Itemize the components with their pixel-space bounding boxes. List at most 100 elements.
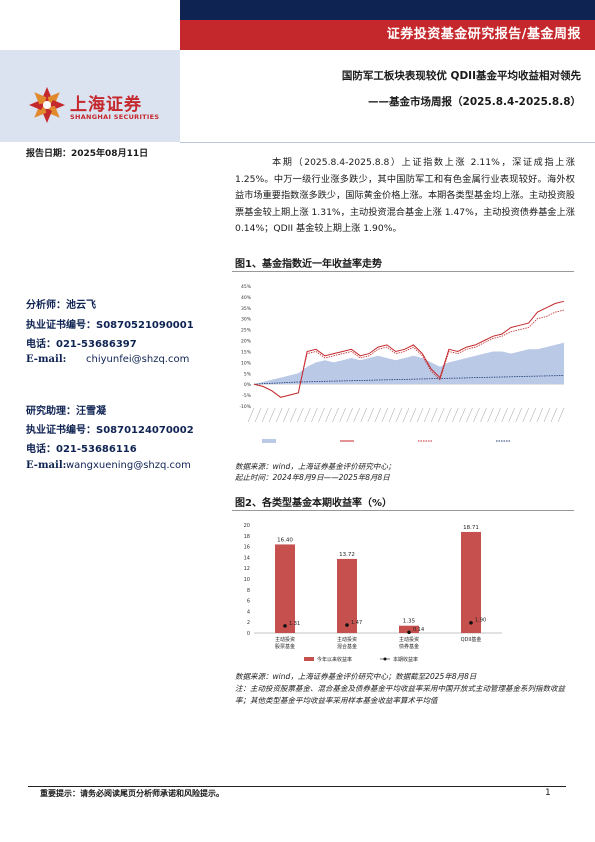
x-date-tick bbox=[275, 407, 283, 423]
x-date-tick bbox=[381, 407, 389, 423]
x-date-tick bbox=[325, 407, 332, 423]
figure2-divider bbox=[232, 510, 574, 511]
page-number: 1 bbox=[545, 788, 551, 798]
x-date-tick bbox=[543, 407, 551, 423]
y-tick-label: 25% bbox=[241, 328, 252, 334]
series-mixed-line bbox=[253, 309, 565, 398]
x-date-tick bbox=[283, 407, 290, 423]
footer-divider bbox=[28, 786, 566, 787]
point-weekly-return bbox=[469, 620, 473, 625]
summary-paragraph: 本期（2025.8.4-2025.8.8）上证指数上涨 2.11%，深证成指上涨… bbox=[235, 157, 575, 234]
category-label: 债券基金 bbox=[399, 643, 419, 650]
figure1-source: 数据来源：wind，上海证券基金评价研究中心； bbox=[235, 462, 396, 471]
report-main-title: 国防军工板块表现较优 QDII基金平均收益相对领先 bbox=[341, 70, 581, 82]
y-tick-label: 12 bbox=[244, 566, 250, 572]
figure1-divider bbox=[232, 271, 574, 272]
x-date-tick bbox=[480, 407, 487, 423]
y-tick-label: 0 bbox=[247, 631, 250, 637]
y-tick-label: 10% bbox=[241, 360, 252, 366]
x-date-tick bbox=[332, 407, 339, 423]
fund-index-line-chart: 45% 40% 35% 30% 25% 20% 15% 10% 5% 0% -5% -10% bbox=[239, 284, 565, 443]
x-date-tick bbox=[367, 407, 374, 423]
bar-ytd-return bbox=[399, 625, 419, 633]
analyst-2-cert: 执业证书编号：S0870124070002 bbox=[26, 425, 194, 436]
legend-swatch-weekly bbox=[383, 657, 387, 661]
point-weekly-return bbox=[407, 630, 411, 635]
y-tick-label: 14 bbox=[244, 555, 250, 561]
header-series-bar bbox=[180, 20, 595, 50]
legend-swatch bbox=[262, 439, 276, 443]
point-weekly-return bbox=[283, 624, 287, 628]
x-date-tick bbox=[494, 407, 501, 423]
point-value-label: 1.31 bbox=[289, 621, 300, 627]
x-date-tick bbox=[445, 407, 452, 423]
y-tick-label: 20% bbox=[241, 339, 252, 345]
y-tick-label: 45% bbox=[241, 284, 252, 290]
analyst-1-email[interactable]: chiyunfei@shzq.com bbox=[86, 354, 190, 365]
analyst-2-email[interactable]: wangxuening@shzq.com bbox=[66, 460, 191, 471]
point-value-label: 1.47 bbox=[351, 620, 362, 626]
x-date-tick bbox=[297, 407, 304, 423]
x-date-tick bbox=[374, 407, 382, 423]
x-date-tick bbox=[515, 407, 522, 423]
category-label: 主动投资 bbox=[275, 636, 295, 643]
analyst-2-email-label: E-mail: bbox=[26, 460, 67, 471]
legend-label-weekly: 本期收益率 bbox=[393, 656, 418, 663]
category-label: QDII基金 bbox=[461, 636, 482, 643]
x-date-tick bbox=[423, 407, 431, 423]
x-date-tick bbox=[254, 407, 262, 423]
y-tick-label: 18 bbox=[244, 534, 250, 540]
y-tick-label: 2 bbox=[247, 620, 250, 626]
y-tick-label: 4 bbox=[247, 609, 250, 615]
x-date-tick bbox=[346, 407, 353, 423]
figure2-source: 数据来源：wind，上海证券基金评价研究中心；数据截至2025年8月8日 bbox=[235, 672, 477, 681]
series-equity-line bbox=[253, 300, 565, 398]
report-sub-title: ——基金市场周报（2025.8.4-2025.8.8） bbox=[368, 96, 581, 108]
y-tick-label: 5% bbox=[244, 371, 252, 377]
y-tick-label: 40% bbox=[241, 295, 252, 301]
y-tick-label: 8 bbox=[247, 588, 250, 594]
analyst-1-cert: 执业证书编号：S0870521090001 bbox=[26, 320, 194, 331]
y-tick-label: 15% bbox=[241, 349, 252, 355]
y-tick-label: 10 bbox=[244, 577, 250, 583]
x-date-tick bbox=[438, 407, 445, 423]
footer-notice: 重要提示：请务必阅读尾页分析师承诺和风险提示。 bbox=[40, 789, 224, 798]
category-label: 股票基金 bbox=[275, 643, 295, 650]
y-tick-label: 6 bbox=[247, 599, 250, 605]
series-title: 证券投资基金研究报告/基金周报 bbox=[386, 27, 581, 42]
x-date-tick bbox=[487, 407, 494, 423]
bar-ytd-return bbox=[337, 558, 357, 633]
series-bond-line bbox=[253, 375, 565, 385]
figure1-title: 图1、基金指数近一年收益率走势 bbox=[235, 259, 382, 270]
x-date-tick bbox=[247, 407, 255, 423]
y-tick-label: -5% bbox=[242, 393, 251, 399]
x-date-tick bbox=[550, 407, 558, 423]
analyst-2-role: 研究助理：汪雪凝 bbox=[26, 406, 106, 417]
x-date-tick bbox=[360, 407, 367, 423]
x-date-tick bbox=[501, 407, 508, 423]
x-date-tick bbox=[409, 407, 417, 423]
logo-name-en: SHANGHAI SECURITIES bbox=[70, 113, 160, 121]
analyst-1-phone: 电话：021-53686397 bbox=[26, 339, 137, 350]
logo-panel bbox=[0, 50, 180, 142]
bar-ytd-return bbox=[275, 544, 295, 633]
y-tick-label: 35% bbox=[241, 306, 252, 312]
legend-label-ytd: 今年以来收益率 bbox=[317, 656, 352, 663]
x-date-tick bbox=[402, 407, 410, 423]
point-value-label: 0.14 bbox=[413, 627, 424, 633]
title-band bbox=[180, 50, 595, 143]
analyst-2-phone: 电话：021-53686116 bbox=[26, 444, 137, 455]
x-date-tick bbox=[452, 407, 459, 423]
header-top-bar bbox=[180, 0, 595, 20]
x-date-tick bbox=[290, 407, 297, 423]
x-date-tick bbox=[430, 407, 438, 423]
x-date-tick bbox=[311, 407, 318, 423]
y-tick-label: 16 bbox=[244, 545, 250, 551]
logo-name-cn: 上海证券 bbox=[70, 95, 142, 115]
y-tick-label: 30% bbox=[241, 317, 252, 323]
x-date-tick bbox=[318, 407, 325, 423]
figure2-note: 注：主动投资股票基金、混合基金及债券基金平均收益率采用中国开放式主动管理基金系列… bbox=[235, 684, 565, 705]
y-tick-label: 20 bbox=[244, 523, 250, 529]
point-weekly-return bbox=[345, 623, 349, 627]
x-date-tick bbox=[268, 407, 276, 423]
